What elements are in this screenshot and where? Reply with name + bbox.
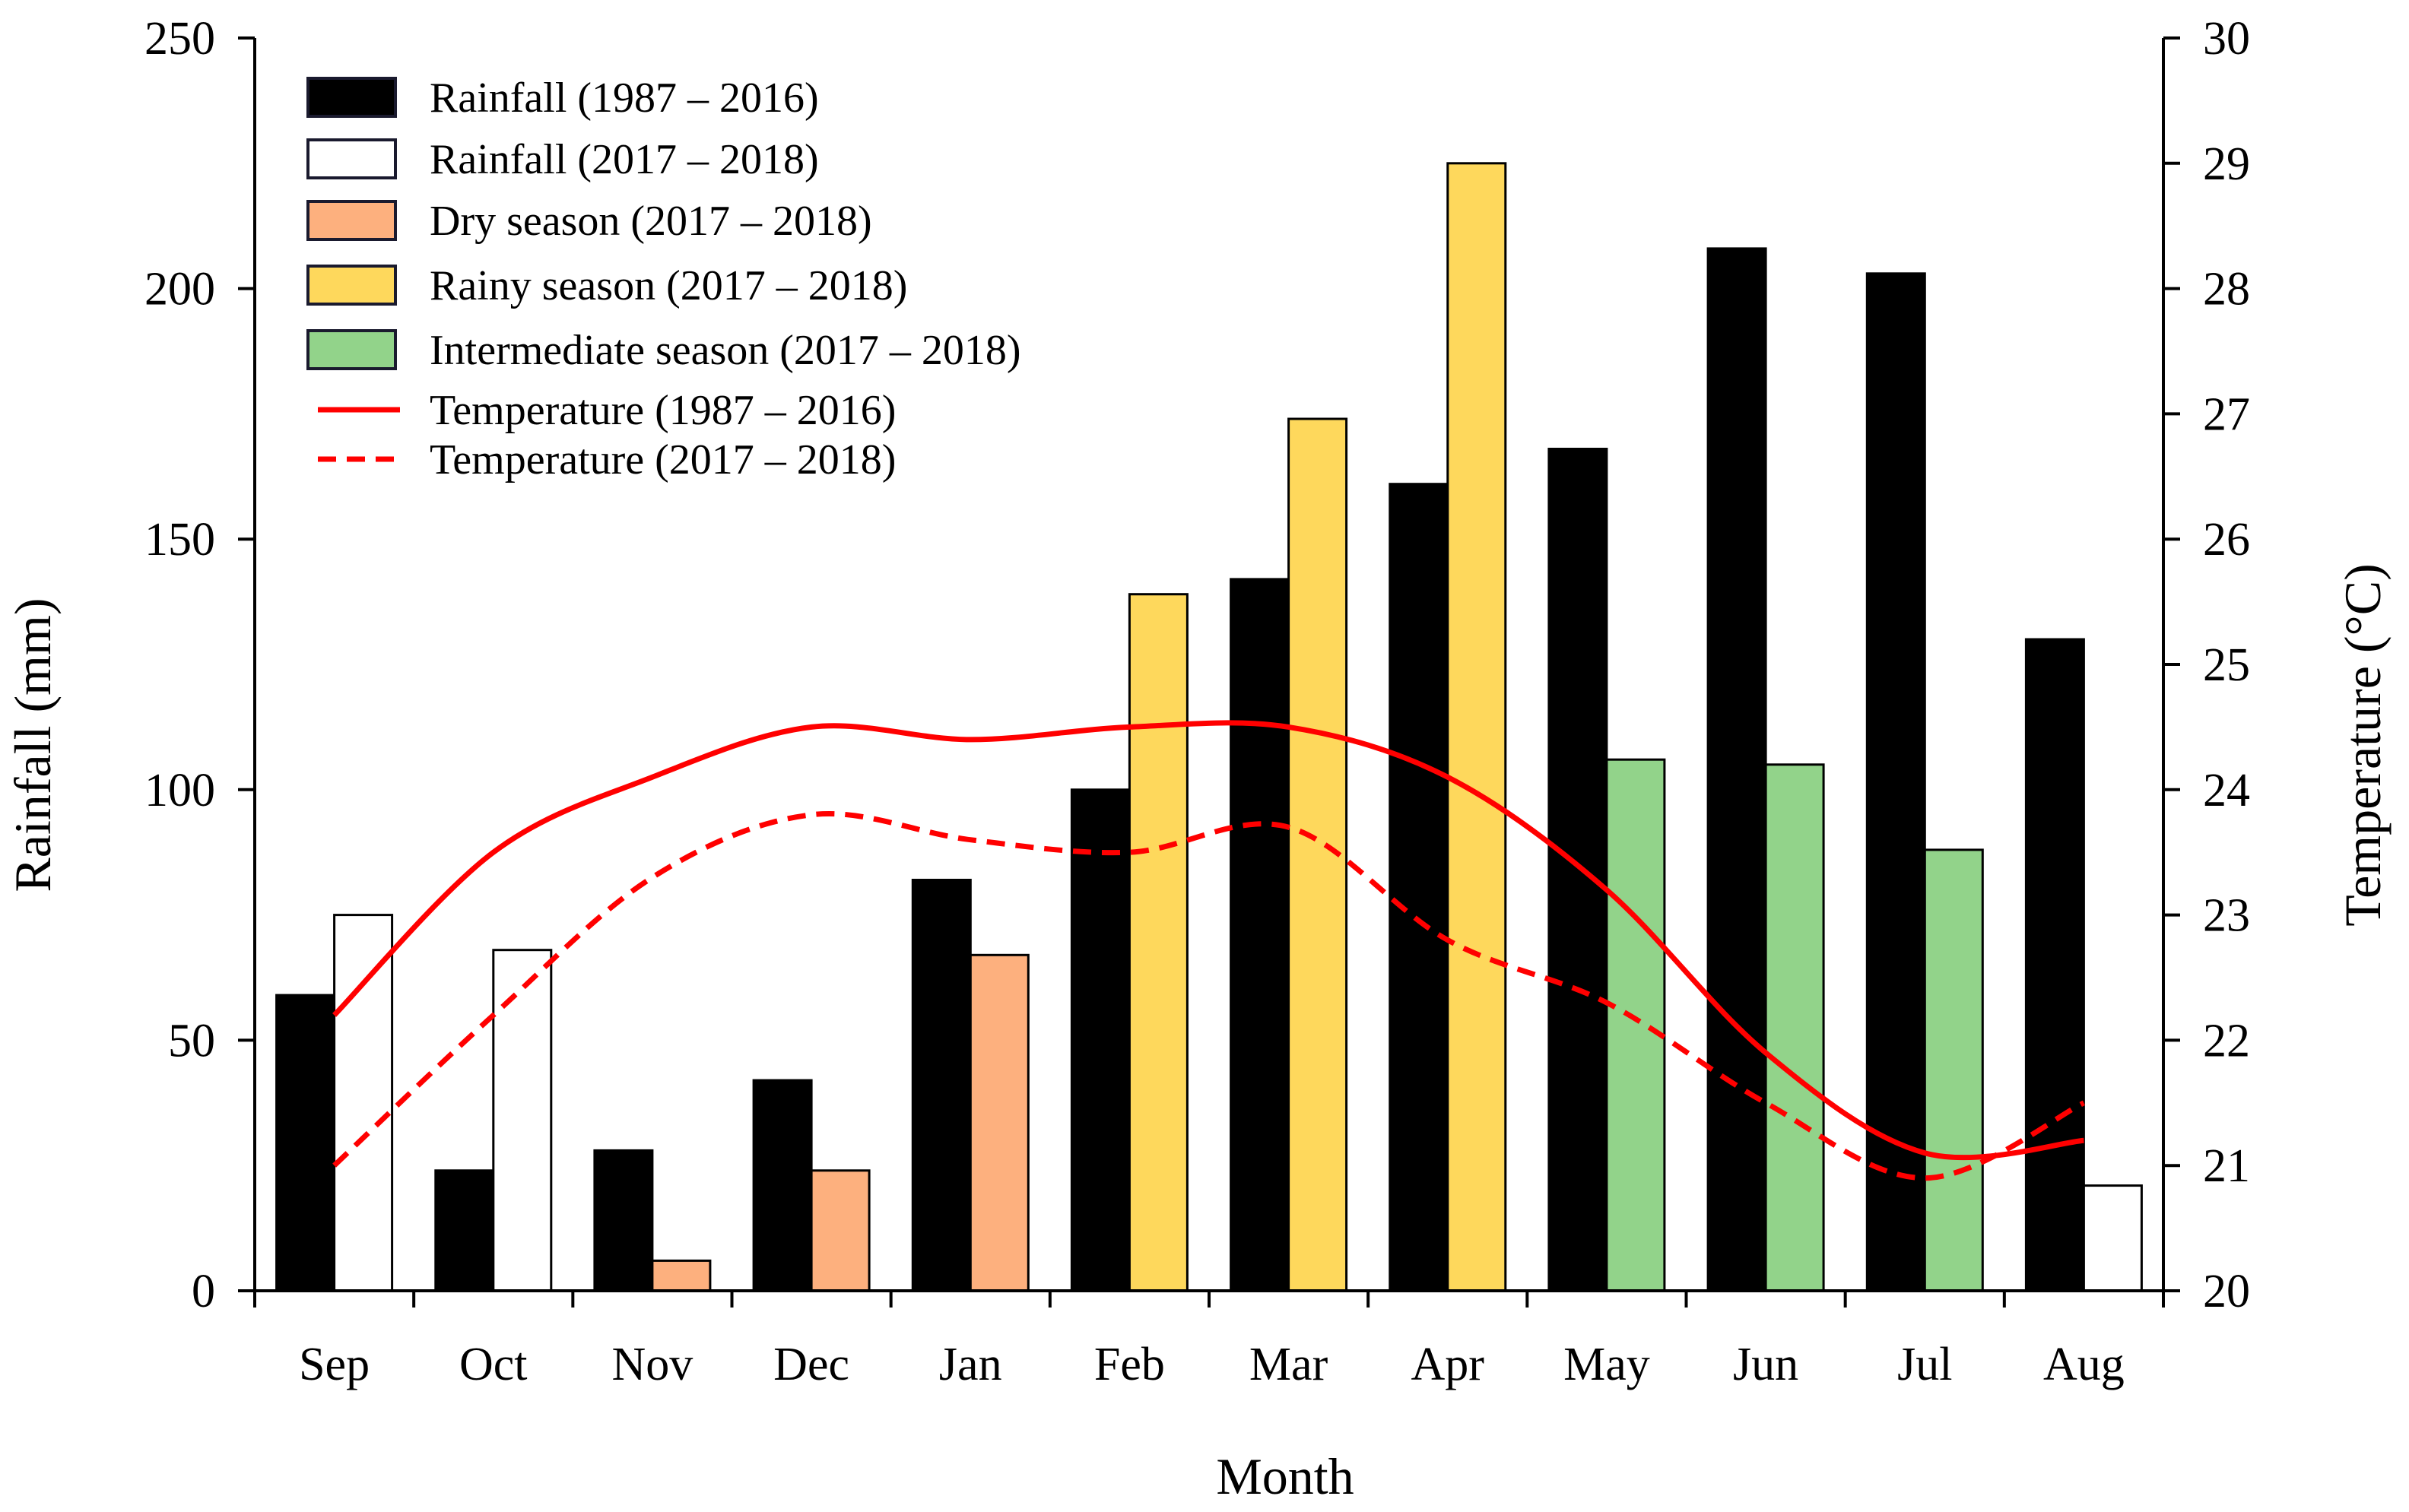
legend-label-4: Intermediate season (2017 – 2018) — [430, 327, 1021, 374]
legend-label-1: Rainfall (2017 – 2018) — [430, 136, 819, 183]
x-tick-label-jul: Jul — [1897, 1339, 1952, 1390]
y2-tick-label: 27 — [2203, 388, 2250, 440]
temperature-line-2017-2018 — [332, 811, 2085, 1181]
bar-rainfall-2017-2018-jul — [1923, 848, 1984, 1292]
bar-rainfall-2017-2018-may — [1605, 758, 1666, 1292]
y2-tick-label: 20 — [2203, 1266, 2250, 1317]
y2-tick-label: 26 — [2203, 514, 2250, 566]
legend-swatch-2 — [306, 200, 397, 241]
y2-tick-label: 22 — [2203, 1015, 2250, 1067]
bar-rainfall-2017-2018-oct — [492, 949, 553, 1292]
x-tick-label-may: May — [1563, 1339, 1650, 1390]
legend-label-6: Temperature (2017 – 2018) — [430, 436, 896, 483]
temperature-lines-layer — [332, 720, 2085, 1181]
bar-rainfall-1987-2016-aug — [2024, 638, 2085, 1292]
legend-label-0: Rainfall (1987 – 2016) — [430, 74, 819, 122]
legend-label-5: Temperature (1987 – 2016) — [430, 387, 896, 434]
bar-rainfall-1987-2016-jan — [911, 879, 972, 1292]
bar-rainfall-1987-2016-jul — [1865, 272, 1926, 1292]
x-tick-label-oct: Oct — [459, 1339, 528, 1390]
y2-tick-label: 28 — [2203, 264, 2250, 315]
bar-rainfall-1987-2016-dec — [752, 1079, 813, 1292]
bar-rainfall-2017-2018-jan — [969, 953, 1030, 1292]
bar-rainfall-2017-2018-aug — [2082, 1184, 2143, 1292]
y-tick-label: 0 — [192, 1266, 215, 1317]
bar-rainfall-2017-2018-feb — [1128, 593, 1189, 1292]
y-tick-label: 50 — [168, 1015, 215, 1067]
y2-axis-title: Temperature (°C) — [2334, 563, 2392, 926]
x-tick-label-aug: Aug — [2043, 1339, 2125, 1390]
bar-rainfall-1987-2016-jun — [1706, 247, 1767, 1292]
y-axis-title: Rainfall (mm) — [4, 598, 62, 892]
x-tick-label-nov: Nov — [612, 1339, 694, 1390]
bar-rainfall-1987-2016-nov — [593, 1149, 654, 1292]
x-tick-label-feb: Feb — [1094, 1339, 1165, 1390]
x-tick-label-apr: Apr — [1411, 1339, 1485, 1390]
y-tick-label: 150 — [144, 514, 215, 566]
bar-rainfall-1987-2016-sep — [275, 994, 336, 1292]
bar-rainfall-1987-2016-apr — [1389, 483, 1449, 1292]
bar-rainfall-2017-2018-apr — [1446, 162, 1507, 1292]
y2-tick-label: 24 — [2203, 765, 2250, 816]
bar-rainfall-1987-2016-oct — [434, 1169, 495, 1292]
x-tick-label-jan: Jan — [939, 1339, 1002, 1390]
y-tick-label: 200 — [144, 264, 215, 315]
legend-label-2: Dry season (2017 – 2018) — [430, 198, 872, 245]
legend-swatch-1 — [306, 138, 397, 179]
x-tick-label-jun: Jun — [1733, 1339, 1798, 1390]
y-tick-label: 100 — [144, 765, 215, 816]
axes-layer: 0 50 100 150 200 250 20 21 22 23 24 25 26 27 28 29 30 Sep… — [144, 13, 2250, 1390]
y2-tick-label: 21 — [2203, 1140, 2250, 1192]
legend-swatch-4 — [306, 329, 397, 370]
bars-layer — [275, 162, 2143, 1292]
x-tick-label-dec: Dec — [773, 1339, 849, 1390]
bar-rainfall-1987-2016-may — [1547, 448, 1608, 1292]
bar-rainfall-2017-2018-jun — [1764, 763, 1825, 1292]
y2-tick-label: 23 — [2203, 890, 2250, 942]
temperature-line-1987-2016 — [332, 720, 2084, 1161]
y2-tick-label: 30 — [2203, 13, 2250, 65]
legend-label-3: Rainy season (2017 – 2018) — [430, 262, 907, 309]
bar-rainfall-1987-2016-feb — [1070, 788, 1131, 1292]
x-tick-label-sep: Sep — [299, 1339, 370, 1390]
y2-tick-label: 25 — [2203, 639, 2250, 691]
bar-rainfall-2017-2018-dec — [810, 1169, 871, 1292]
legend-swatch-3 — [306, 265, 397, 306]
bar-rainfall-2017-2018-nov — [651, 1259, 712, 1292]
legend: Rainfall (1987 – 2016) Rainfall (2017 – 2… — [306, 74, 1021, 483]
x-axis-title: Month — [1216, 1447, 1354, 1505]
bar-rainfall-1987-2016-mar — [1230, 578, 1290, 1292]
y-tick-label: 250 — [144, 13, 215, 65]
y2-tick-label: 29 — [2203, 138, 2250, 190]
legend-swatch-0 — [306, 77, 397, 118]
bar-rainfall-2017-2018-sep — [333, 914, 394, 1292]
x-tick-label-mar: Mar — [1249, 1339, 1328, 1390]
